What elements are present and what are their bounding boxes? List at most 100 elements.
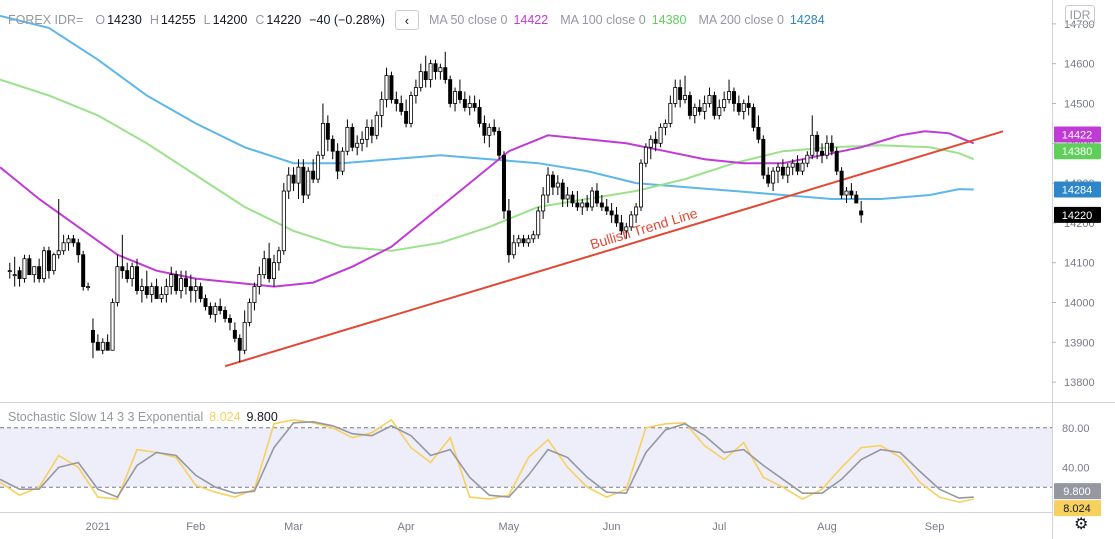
candle-body [780, 166, 785, 176]
candle-body [820, 150, 825, 156]
symbol-label: FOREX IDR= [8, 13, 84, 27]
y-tick-label: 13800 [1064, 377, 1095, 389]
open-value: 14230 [107, 13, 142, 27]
candle-body [859, 210, 864, 216]
candle-body [276, 250, 281, 264]
candle-body [144, 286, 149, 295]
stochastic-k-tag-bg [1054, 500, 1101, 517]
candle-body [17, 270, 22, 280]
candle-body [360, 138, 365, 144]
candle-body [208, 306, 213, 315]
candle-body [467, 103, 472, 108]
y-tick-label: 13900 [1064, 337, 1095, 349]
candle-body [653, 138, 658, 144]
high-label: H [149, 13, 159, 27]
candle-body [526, 238, 531, 244]
candle-body [418, 71, 423, 88]
candle-body [56, 250, 61, 256]
settings-gear-icon[interactable]: ⚙ [1074, 516, 1089, 533]
candle-body [301, 166, 306, 196]
candle-body [663, 122, 668, 128]
candle-body [834, 150, 839, 172]
price-tag-3: 14220 [1062, 210, 1093, 222]
candle-body [37, 266, 42, 280]
candle-body [570, 194, 575, 204]
ma100-label: MA 100 close 0 [560, 13, 646, 27]
candle-body [86, 286, 91, 288]
candle-body [389, 75, 394, 100]
candle-body [350, 126, 355, 148]
candle-body [296, 166, 301, 184]
candle-body [218, 306, 223, 311]
x-tick-label: Feb [186, 521, 205, 533]
candle-body [697, 107, 702, 112]
candle-body [497, 130, 502, 156]
candle-body [306, 170, 311, 196]
candle-body [438, 67, 443, 73]
candle-body [722, 99, 727, 108]
candle-body [164, 286, 169, 295]
ma50-label: MA 50 close 0 [428, 13, 508, 27]
low-value: 14200 [212, 13, 248, 27]
candle-body [756, 126, 761, 140]
candle-body [46, 250, 51, 272]
candle-body [614, 214, 619, 224]
candle-body [42, 250, 47, 280]
price-tag-3-bg [1054, 206, 1101, 223]
close-label: C [255, 13, 265, 27]
candle-body [531, 234, 536, 240]
candle-body [673, 87, 678, 104]
currency-button[interactable]: IDR [1065, 5, 1095, 25]
candle-body [638, 162, 643, 208]
candle-body [648, 138, 653, 148]
candle-body [232, 329, 237, 339]
candle-body [81, 254, 86, 287]
collapse-legend-button[interactable]: ‹ [394, 10, 419, 30]
close-value: 14220 [266, 13, 302, 27]
candle-body [731, 91, 736, 104]
candle-body [311, 170, 316, 180]
candle-body [487, 126, 492, 136]
candle-body [746, 103, 751, 108]
candle-body [330, 138, 335, 152]
change-value: −40 (−0.28%) [309, 13, 385, 27]
candle-body [409, 95, 414, 124]
low-label: L [203, 13, 211, 27]
candle-body [511, 242, 516, 256]
stochastic-d-value: 9.800 [246, 410, 278, 424]
candle-body [453, 91, 458, 104]
ma200-value: 14284 [789, 13, 825, 27]
candle-body [546, 174, 551, 196]
candles [7, 51, 864, 363]
candle-body [501, 154, 506, 212]
candle-body [7, 270, 12, 273]
candle-body [188, 286, 193, 291]
candle-body [115, 266, 120, 303]
candle-body [658, 126, 663, 144]
candle-body [257, 274, 262, 287]
ma100-value: 14380 [651, 13, 687, 27]
candle-body [609, 210, 614, 216]
bullish-trend-line [224, 130, 1004, 368]
candle-body [413, 87, 418, 96]
stochastic-legend: Stochastic Slow 14 3 3 Exponential 8.024 9… [8, 410, 278, 424]
stochastic-k-value: 8.024 [209, 410, 241, 424]
candle-body [95, 341, 100, 351]
candle-body [634, 206, 639, 216]
candle-body [687, 95, 692, 116]
candle-body [203, 298, 208, 307]
candle-body [683, 95, 688, 100]
ma50-value: 14422 [513, 13, 549, 27]
candle-body [594, 190, 599, 204]
candle-body [369, 126, 374, 136]
candle-body [291, 174, 296, 184]
candle-body [560, 182, 565, 200]
candle-body [32, 266, 37, 276]
ma100-line [0, 78, 975, 252]
candle-body [320, 122, 325, 156]
candle-body [169, 274, 174, 287]
high-value: 14255 [160, 13, 196, 27]
candle-body [345, 126, 350, 152]
open-label: O [95, 13, 106, 27]
